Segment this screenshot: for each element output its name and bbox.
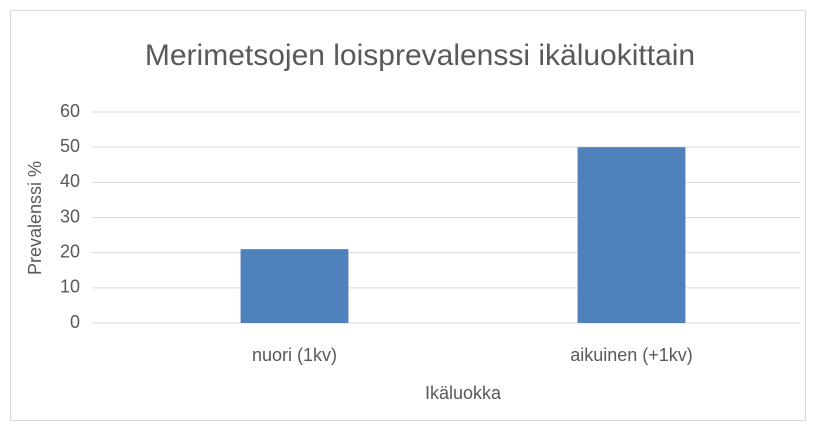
x-tick-label: nuori (1kv) [252, 345, 337, 365]
bar [240, 249, 349, 323]
x-tick-label: aikuinen (+1kv) [570, 345, 693, 365]
y-tick-label: 0 [70, 312, 80, 332]
y-tick-label: 20 [60, 241, 80, 261]
y-axis-label: Prevalenssi % [25, 161, 45, 275]
y-tick-label: 30 [60, 206, 80, 226]
x-axis-label: Ikäluokka [425, 383, 502, 403]
bar [577, 147, 686, 323]
chart-title: Merimetsojen loisprevalenssi ikäluokitta… [145, 39, 695, 72]
y-tick-label: 10 [60, 277, 80, 297]
y-tick-label: 50 [60, 136, 80, 156]
y-tick-label: 40 [60, 171, 80, 191]
y-tick-label: 60 [60, 101, 80, 121]
